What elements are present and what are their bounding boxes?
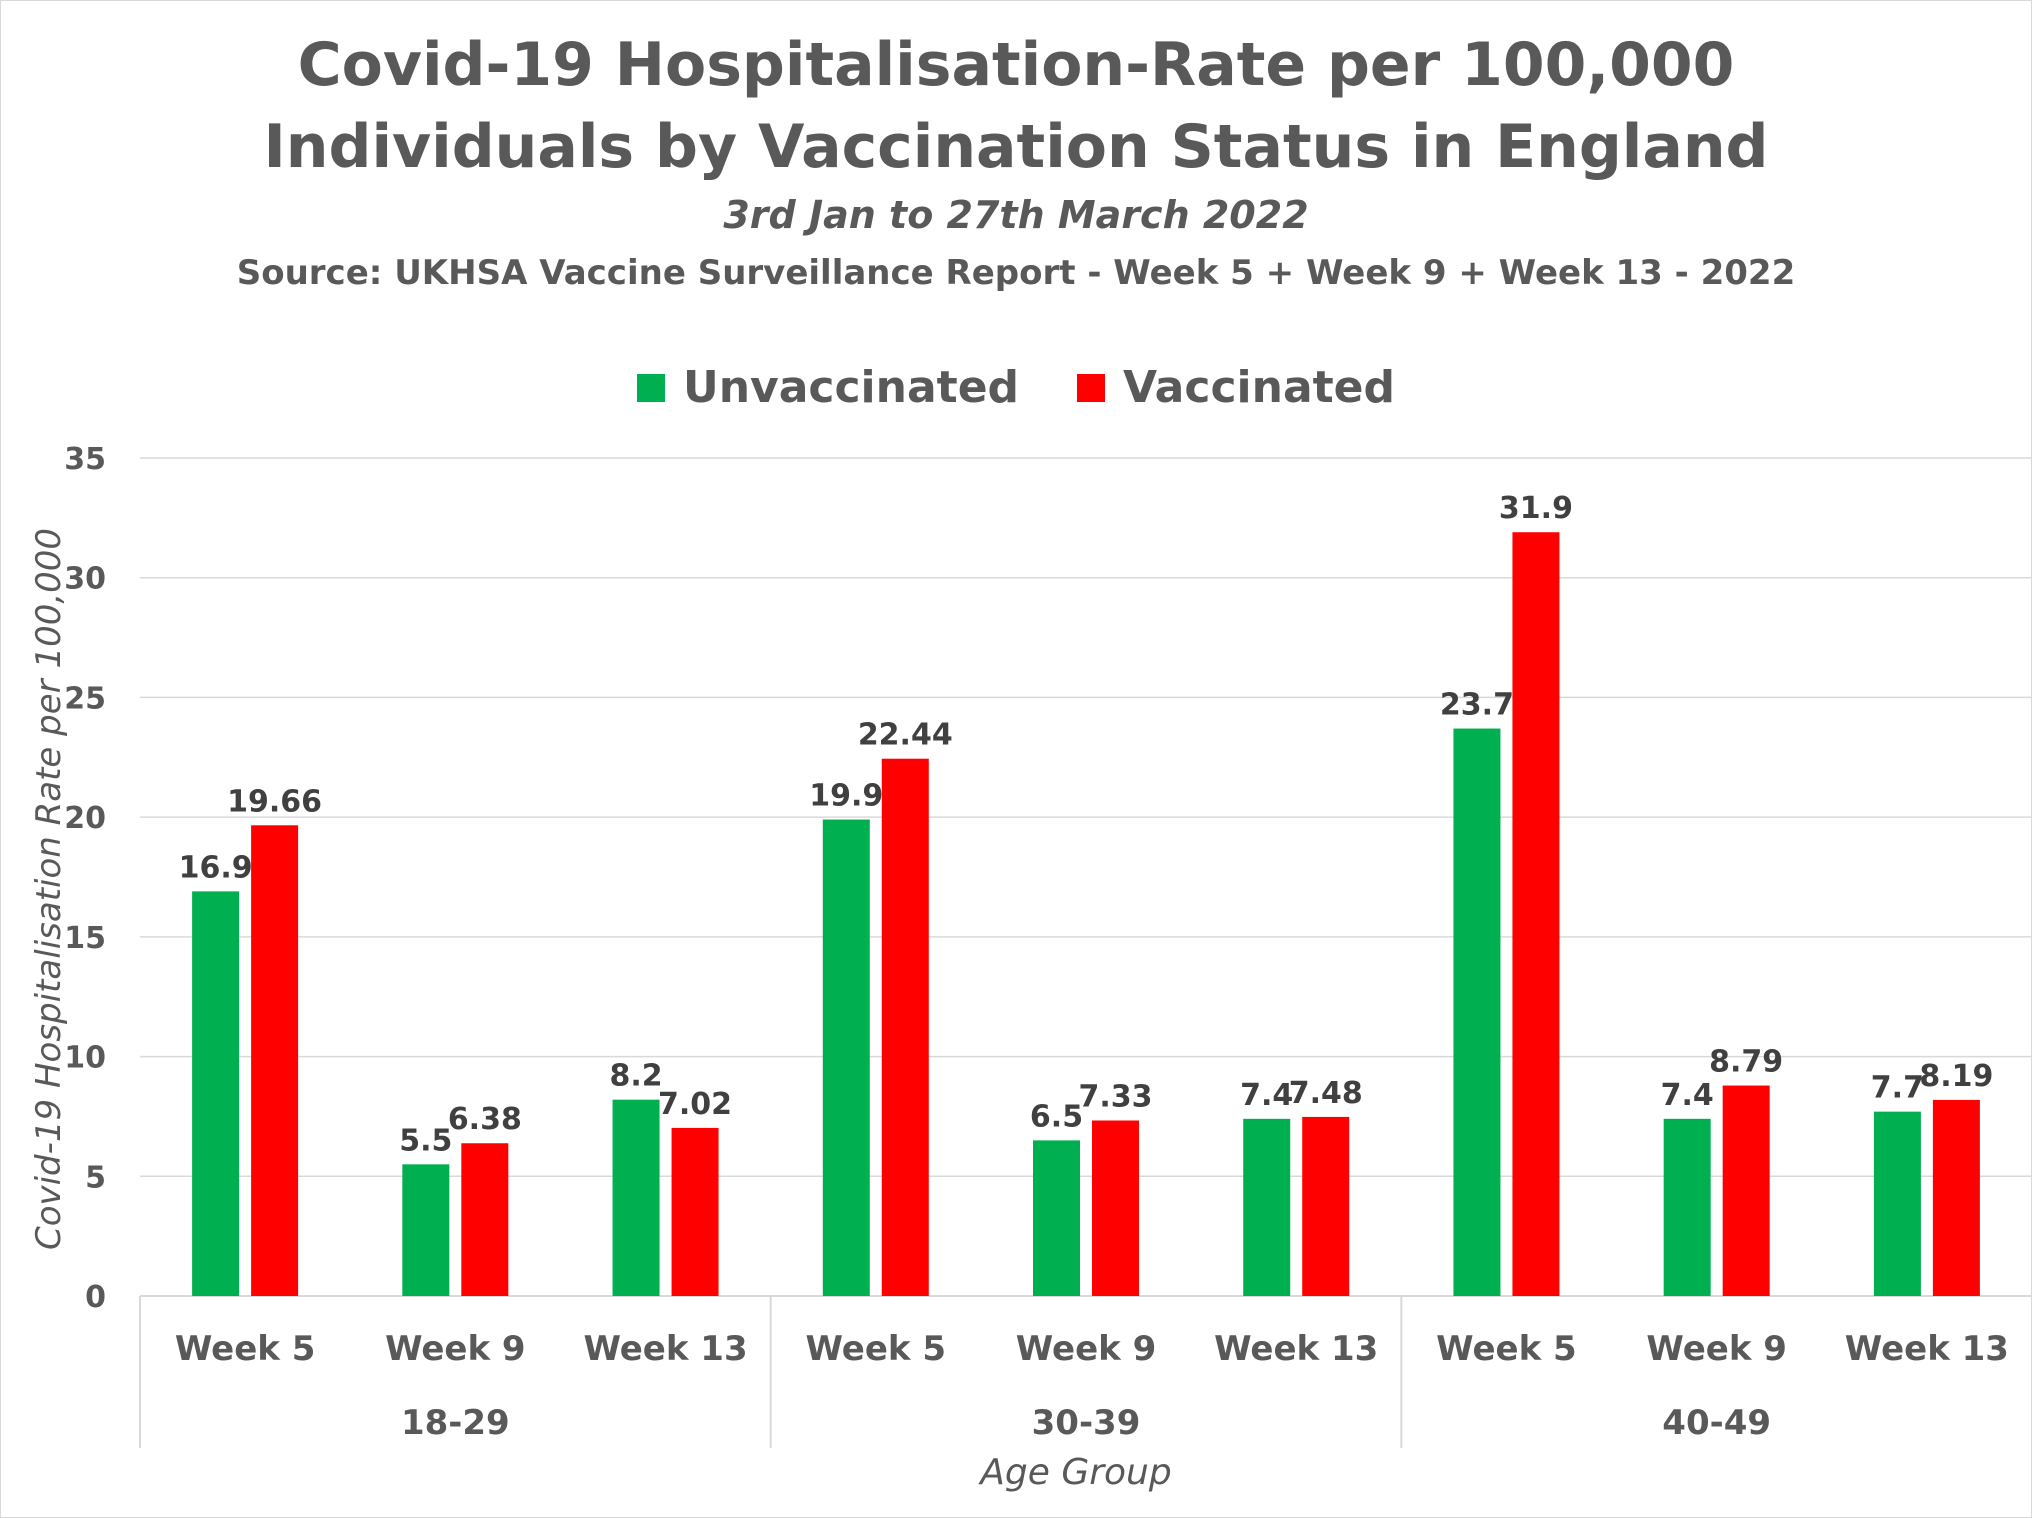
x-axis-title: Age Group <box>980 1452 1172 1493</box>
y-axis-title: Covid-19 Hospitalisation Rate per 100,00… <box>29 528 69 1250</box>
x-tick-label: Week 5 <box>806 1329 947 1369</box>
data-label-unvaccinated: 6.5 <box>1030 1099 1083 1134</box>
legend-label-unvaccinated: Unvaccinated <box>682 362 1020 413</box>
chart-title-line2: Individuals by Vaccination Status in Eng… <box>263 112 1769 182</box>
data-label-vaccinated: 7.48 <box>1289 1076 1363 1111</box>
y-tick-label: 0 <box>85 1280 106 1315</box>
x-tick-label: Week 9 <box>385 1329 526 1369</box>
bar-unvaccinated <box>1033 1140 1080 1296</box>
group-label: 30-39 <box>1032 1403 1141 1443</box>
y-tick-label: 35 <box>64 442 106 477</box>
legend-swatch-unvaccinated <box>636 373 665 402</box>
bar-vaccinated <box>1722 1085 1770 1296</box>
chart-title-line1: Covid-19 Hospitalisation-Rate per 100,00… <box>297 30 1735 100</box>
data-label-unvaccinated: 16.9 <box>179 850 253 885</box>
bar-vaccinated <box>461 1143 509 1296</box>
legend-label-vaccinated: Vaccinated <box>1123 362 1396 413</box>
legend-item-unvaccinated: Unvaccinated <box>636 362 1020 413</box>
x-tick-label: Week 13 <box>1845 1329 2009 1369</box>
chart-source: Source: UKHSA Vaccine Surveillance Repor… <box>236 253 1796 293</box>
data-label-vaccinated: 8.79 <box>1709 1045 1783 1080</box>
legend: Unvaccinated Vaccinated <box>0 362 2032 413</box>
bar-vaccinated <box>1092 1120 1139 1296</box>
legend-item-vaccinated: Vaccinated <box>1077 362 1395 413</box>
data-label-vaccinated: 7.33 <box>1078 1079 1152 1114</box>
bar-unvaccinated <box>612 1099 660 1296</box>
data-label-unvaccinated: 7.7 <box>1871 1071 1924 1106</box>
bar-unvaccinated <box>402 1164 450 1296</box>
y-tick-label: 10 <box>64 1041 106 1076</box>
bar-unvaccinated <box>1663 1118 1711 1296</box>
data-label-vaccinated: 8.19 <box>1919 1059 1993 1094</box>
data-label-vaccinated: 19.66 <box>227 784 322 819</box>
data-label-vaccinated: 22.44 <box>858 718 953 753</box>
y-tick-label: 25 <box>64 681 106 716</box>
y-tick-label: 30 <box>64 562 106 597</box>
x-tick-label: Week 9 <box>1646 1329 1787 1369</box>
data-label-vaccinated: 6.38 <box>448 1102 522 1137</box>
data-label-unvaccinated: 7.4 <box>1661 1078 1714 1113</box>
data-label-vaccinated: 31.9 <box>1499 491 1573 526</box>
bar-vaccinated <box>1302 1116 1350 1296</box>
chart-subtitle: 3rd Jan to 27th March 2022 <box>723 193 1309 237</box>
x-tick-label: Week 13 <box>583 1329 747 1369</box>
data-label-unvaccinated: 8.2 <box>609 1059 662 1094</box>
y-tick-label: 15 <box>64 921 106 956</box>
bar-vaccinated <box>1932 1099 1980 1296</box>
x-tick-label: Week 5 <box>1436 1329 1577 1369</box>
data-label-unvaccinated: 19.9 <box>809 779 883 814</box>
bar-unvaccinated <box>1453 728 1501 1296</box>
bar-unvaccinated <box>1873 1111 1921 1296</box>
x-tick-label: Week 9 <box>1016 1329 1157 1369</box>
data-label-unvaccinated: 7.4 <box>1240 1078 1293 1113</box>
bar-vaccinated <box>251 825 299 1296</box>
bar-vaccinated <box>881 758 929 1296</box>
y-tick-label: 5 <box>85 1160 106 1195</box>
bar-unvaccinated <box>822 819 870 1296</box>
group-label: 18-29 <box>401 1403 510 1443</box>
x-tick-label: Week 5 <box>175 1329 316 1369</box>
bar-unvaccinated <box>192 891 240 1296</box>
data-label-vaccinated: 7.02 <box>658 1087 732 1122</box>
group-label: 40-49 <box>1662 1403 1771 1443</box>
bar-vaccinated <box>671 1127 719 1296</box>
legend-swatch-vaccinated <box>1077 373 1106 402</box>
y-tick-label: 20 <box>64 801 106 836</box>
x-tick-label: Week 13 <box>1214 1329 1378 1369</box>
bar-vaccinated <box>1512 532 1560 1296</box>
data-label-unvaccinated: 23.7 <box>1440 688 1514 723</box>
bar-unvaccinated <box>1243 1118 1291 1296</box>
data-label-unvaccinated: 5.5 <box>399 1123 452 1158</box>
